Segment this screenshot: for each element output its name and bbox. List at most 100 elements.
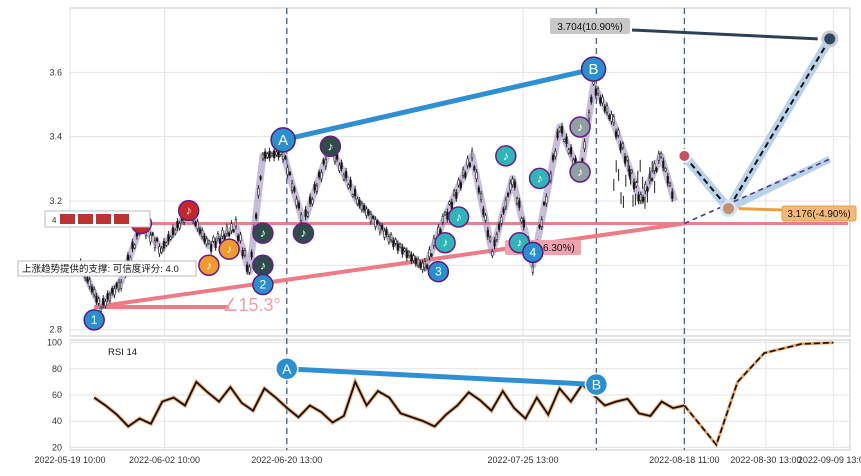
wave-marker-label-B: B [589,61,599,78]
candle-body [560,125,564,134]
price-ytick-label: 3.2 [49,196,62,206]
price-ytick-label: 2.8 [49,325,62,335]
candle-body [345,170,348,179]
candle-body [318,171,321,178]
xtick-label: 2022-09-09 13:00 [798,455,861,465]
candle-body [113,288,116,296]
legend-swatch [78,214,93,224]
candle-body [509,182,512,191]
candle-body [102,298,105,306]
candle-body [554,150,557,158]
candle-body [653,163,656,172]
candle-body [426,264,429,269]
pivot-arrow [738,207,783,212]
candle-body [412,255,415,261]
candle-body [349,179,352,188]
candle-body [403,248,406,252]
candle-body [264,151,267,159]
candle-body [410,254,413,262]
candle-body [482,208,485,215]
wave-marker-label-A: A [278,132,288,149]
note-icon [177,199,200,222]
candle-body [664,168,667,172]
candle-body [315,185,318,192]
candle-body [169,236,172,240]
candle-body [479,193,483,200]
candle-body [475,172,478,180]
tooltip-box [17,260,197,277]
candle-body [165,242,168,246]
candle-body [581,158,584,163]
candle-body [293,187,296,192]
candle-body [95,295,98,303]
target-label-box [550,18,630,34]
tooltip-text: 上涨趋势提供的支撑: 可信度评分: 4.0 [22,263,179,275]
note-glyph: ♪ [206,258,212,272]
xtick-label: 2022-08-18 11:00 [649,455,719,465]
candle-body [374,219,377,228]
candle-body [443,211,447,216]
candle-body [216,233,220,240]
candle-body [666,175,669,184]
rsi-marker-A [275,357,299,381]
xtick-label: 2022-06-20 13:00 [251,455,322,465]
pivot-label: 3.176(-4.90%) [787,209,850,220]
candle-body [93,289,96,296]
candle-body [311,199,314,205]
candle-body [126,254,130,262]
candle-body [356,198,359,205]
candle-body [497,223,501,230]
pivot-dot [720,200,738,218]
candle-body [239,234,242,241]
target-label: 3.704(10.90%) [557,22,623,33]
candle-body [162,241,166,249]
candle-body [563,139,566,142]
pivot-label-box [781,205,857,222]
candle-body [333,155,336,162]
candle-body [378,224,381,233]
candle-body [234,219,237,227]
candle-body [401,246,404,255]
candle-body [583,141,586,149]
candle-body [88,279,91,287]
candle-body [414,258,417,265]
legend-swatch [60,214,75,224]
note-icon [292,222,315,244]
note-glyph: ♪ [442,236,448,250]
target-dot [821,30,839,48]
candle-body [309,196,312,204]
candle-body [491,251,494,257]
candle-body [473,166,476,171]
price-panel-frame [69,7,851,337]
candle-body [369,214,372,222]
note-glyph: ♪ [327,139,333,153]
candle-body [567,149,570,154]
candle-body [351,194,354,197]
candle-body [506,192,510,197]
xtick-label: 2022-05-19 10:00 [34,455,105,465]
candle-body [90,286,94,293]
candle-body [662,160,665,169]
candle-body [273,150,276,159]
xtick-label: 2022-06-02 10:00 [129,455,200,465]
candle-body [502,208,505,214]
candle-body [408,251,411,257]
note-glyph: ♪ [503,149,509,163]
note-icon [198,254,220,277]
candle-body [194,221,197,226]
candle-body [282,152,285,160]
candle-body [131,241,134,250]
candle-body [86,277,89,282]
rsi-marker-label-B: B [592,377,601,393]
candle-body [178,222,181,229]
candle-body [243,249,246,256]
candle-body [338,164,341,171]
candle-body [587,112,591,120]
candle-body [340,162,343,169]
candle-body [363,205,366,211]
note-icon [447,206,470,228]
candle-body [617,129,620,136]
candle-body [230,223,233,231]
candle-body [120,281,123,289]
